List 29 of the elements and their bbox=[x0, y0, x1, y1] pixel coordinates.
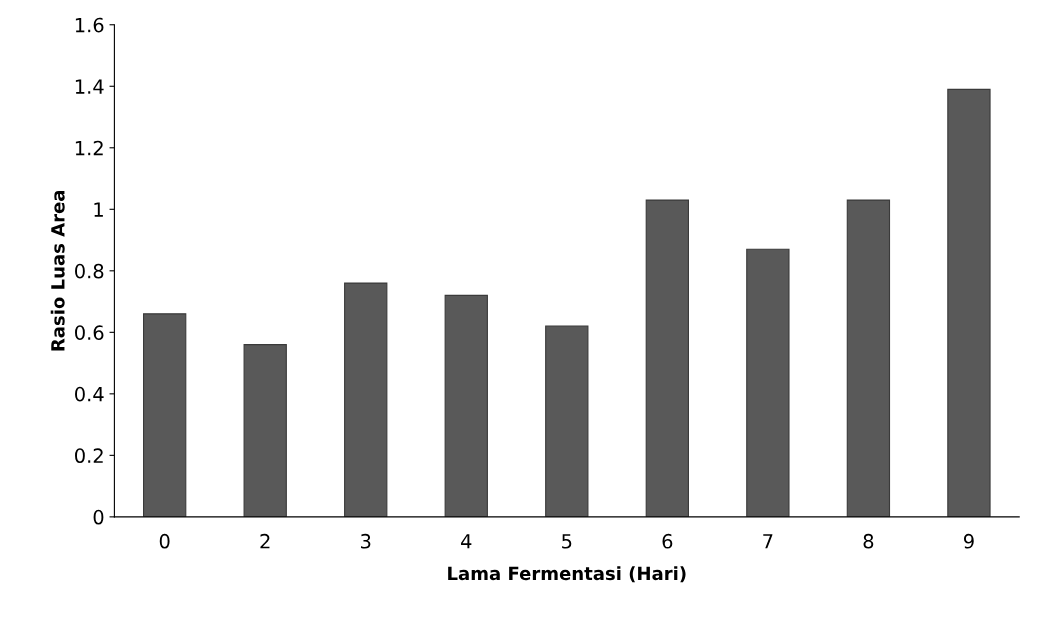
bar bbox=[444, 294, 488, 517]
x-tick-label: 6 bbox=[662, 533, 673, 549]
y-tick-label: 1 bbox=[94, 202, 103, 217]
x-tick-label: 5 bbox=[562, 534, 572, 549]
bar bbox=[947, 88, 991, 517]
y-tick-label: 0.4 bbox=[75, 386, 104, 402]
bar bbox=[243, 344, 287, 517]
y-tick-label: 1.4 bbox=[75, 79, 104, 94]
y-tick-label: 0.6 bbox=[75, 325, 104, 340]
x-tick-label: 2 bbox=[260, 533, 270, 549]
x-tick-label: 3 bbox=[361, 533, 371, 549]
x-tick-label: 7 bbox=[763, 534, 773, 549]
y-tick-label: 0.2 bbox=[75, 448, 103, 464]
bar bbox=[142, 313, 187, 517]
x-axis-title: Lama Fermentasi (Hari) bbox=[448, 566, 686, 583]
x-tick-label: 9 bbox=[963, 533, 974, 549]
bar bbox=[545, 325, 589, 517]
bar bbox=[645, 199, 690, 517]
y-tick-label: 0.8 bbox=[75, 263, 104, 279]
x-tick-label: 8 bbox=[863, 533, 874, 549]
x-tick-label: 4 bbox=[461, 534, 472, 549]
bar bbox=[746, 248, 790, 517]
y-axis-title: Rasio Luas Area bbox=[50, 190, 65, 351]
y-tick-label: 1.2 bbox=[75, 140, 103, 156]
bar bbox=[344, 282, 388, 517]
y-tick-label: 0 bbox=[93, 509, 104, 525]
bar bbox=[846, 199, 891, 517]
y-tick-label: 1.6 bbox=[75, 17, 104, 33]
x-tick-label: 0 bbox=[159, 533, 170, 549]
